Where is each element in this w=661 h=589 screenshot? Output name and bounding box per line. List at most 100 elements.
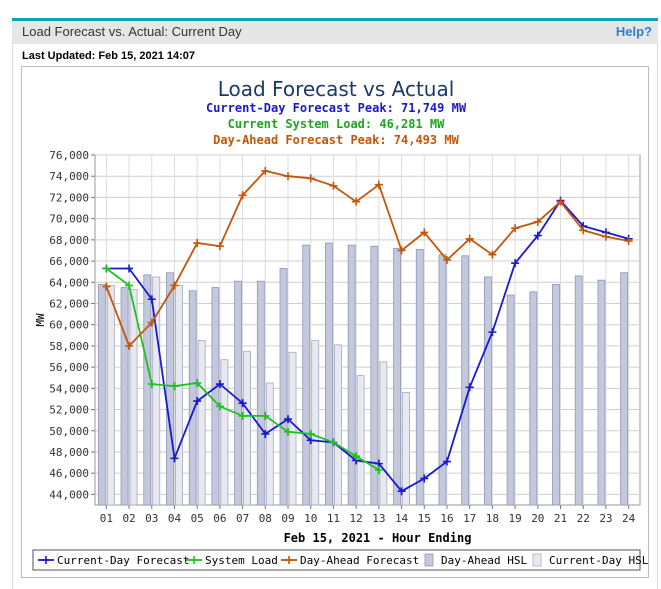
- bar-day-ahead-hsl: [574, 275, 583, 506]
- bar-current-day-hsl: [106, 285, 115, 506]
- bar-day-ahead-hsl: [506, 294, 515, 506]
- y-tick-label: 64,000: [49, 276, 89, 289]
- marker-point: [397, 487, 406, 496]
- marker-point: [556, 197, 565, 206]
- bar-current-day-hsl: [197, 340, 206, 506]
- bar-day-ahead-hsl: [415, 248, 424, 506]
- x-tick-label: 15: [418, 512, 431, 525]
- legend-label: Current-Day HSL: [549, 554, 649, 567]
- x-tick-label: 13: [372, 512, 385, 525]
- bar-day-ahead-hsl: [188, 290, 197, 506]
- marker-point: [420, 474, 429, 483]
- top-stripe: [0, 0, 661, 13]
- bar-day-ahead-hsl: [461, 255, 470, 506]
- y-tick-label: 56,000: [49, 361, 89, 374]
- x-tick-label: 10: [304, 512, 317, 525]
- marker-point: [125, 341, 134, 350]
- bar-current-day-hsl: [334, 344, 342, 506]
- marker-point: [193, 397, 202, 406]
- bar-current-day-hsl: [175, 285, 183, 506]
- bar-day-ahead-hsl: [143, 274, 152, 506]
- y-tick-label: 52,000: [49, 404, 89, 417]
- marker-point: [488, 250, 497, 259]
- legend-label: Day-Ahead HSL: [441, 554, 527, 567]
- bar-current-day-hsl: [356, 375, 365, 506]
- marker-point: [125, 281, 134, 290]
- x-tick-label: 19: [508, 512, 521, 525]
- marker-point: [329, 438, 338, 447]
- marker-point: [261, 411, 270, 420]
- y-tick-label: 70,000: [49, 213, 89, 226]
- bar-day-ahead-hsl: [620, 272, 629, 506]
- bar-day-ahead-hsl: [552, 283, 560, 506]
- marker-point: [352, 197, 361, 206]
- marker-point: [511, 259, 520, 268]
- marker-point: [442, 256, 451, 264]
- marker-point: [533, 231, 542, 240]
- bar-current-day-hsl: [311, 340, 320, 506]
- y-tick-label: 54,000: [49, 382, 89, 395]
- marker-point: [238, 191, 247, 200]
- x-tick-label: 09: [281, 512, 294, 525]
- bar-day-ahead-hsl: [302, 244, 311, 506]
- bar-day-ahead-hsl: [347, 244, 356, 506]
- x-tick-label: 02: [122, 512, 135, 525]
- x-tick-label: 17: [463, 512, 476, 525]
- plot-background: [94, 154, 641, 506]
- marker-point: [193, 239, 202, 248]
- bar-current-day-hsl: [152, 276, 161, 506]
- bar-day-ahead-hsl: [234, 280, 243, 506]
- marker-point: [374, 180, 383, 189]
- marker-point: [238, 411, 247, 420]
- x-tick-label: 05: [191, 512, 204, 525]
- bar-current-day-hsl: [288, 351, 297, 506]
- x-tick-label: 12: [350, 512, 363, 525]
- marker-point: [215, 380, 224, 389]
- bar-day-ahead-hsl: [597, 279, 606, 506]
- y-tick-label: 76,000: [49, 149, 89, 162]
- bar-day-ahead-hsl: [483, 276, 492, 506]
- marker-point: [579, 226, 588, 235]
- x-tick-label: 07: [236, 512, 249, 525]
- plot-area: 44,000 46,000 48,000 50,000 52,000 54,000 56,0…: [34, 149, 641, 545]
- marker-point: [215, 242, 224, 251]
- x-tick-label: 06: [213, 512, 226, 525]
- marker-point: [102, 264, 111, 273]
- legend-marker: [190, 556, 198, 564]
- marker-point: [465, 383, 474, 392]
- help-link[interactable]: Help?: [615, 24, 652, 39]
- x-tick-label: 03: [145, 512, 158, 525]
- marker-point: [442, 457, 451, 466]
- marker-point: [170, 382, 179, 391]
- y-tick-label: 48,000: [49, 446, 89, 459]
- x-tick-label: 18: [486, 512, 499, 525]
- marker-point: [147, 295, 156, 304]
- bar-current-day-hsl: [129, 289, 138, 506]
- marker-point: [125, 264, 134, 273]
- bar-current-day-hsl: [265, 382, 274, 506]
- bar-day-ahead-hsl: [166, 272, 174, 506]
- marker-point: [374, 466, 383, 474]
- marker-point: [261, 166, 270, 175]
- chart-subtitle-3: Day-Ahead Forecast Peak: 74,493 MW: [213, 133, 459, 147]
- y-tick-label: 60,000: [49, 319, 89, 332]
- x-tick-label: 11: [327, 512, 340, 525]
- legend-box: [32, 549, 641, 571]
- x-tick-label: 21: [554, 512, 567, 525]
- x-tick-label: 23: [599, 512, 612, 525]
- legend-marker: [285, 556, 293, 564]
- x-tick-label: 14: [395, 512, 409, 525]
- marker-point: [488, 328, 497, 337]
- legend-marker: [42, 556, 50, 564]
- legend-label: Current-Day Forecast: [57, 554, 189, 567]
- x-tick-label: 24: [622, 512, 636, 525]
- bar-day-ahead-hsl: [370, 245, 379, 506]
- marker-point: [306, 174, 315, 183]
- bar-current-day-hsl: [243, 350, 252, 506]
- bar-current-day-hsl: [220, 359, 229, 506]
- line-day-ahead-forecast: [105, 169, 629, 348]
- chart-title: Load Forecast vs Actual: [218, 77, 455, 101]
- y-tick-label: 58,000: [49, 340, 89, 353]
- y-tick-label: 46,000: [49, 467, 89, 480]
